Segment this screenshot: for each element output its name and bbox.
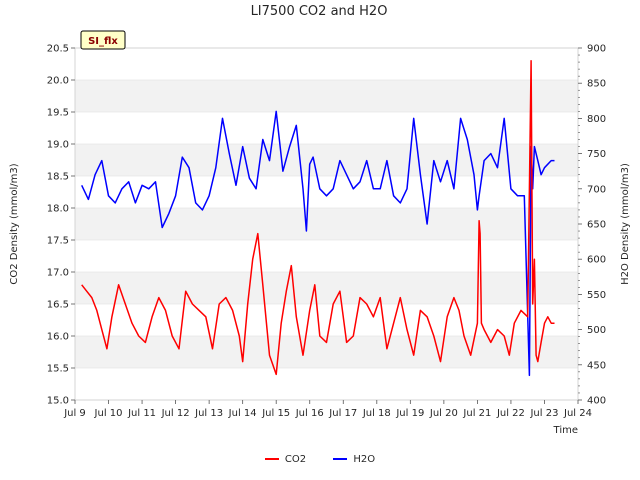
left-tick-label: 16.0 <box>47 332 69 343</box>
x-tick-label: Jul 18 <box>362 408 391 419</box>
series-line-co2 <box>81 60 555 376</box>
chart-title: LI7500 CO2 and H2O <box>251 4 388 19</box>
band <box>75 272 578 304</box>
x-tick-label: Jul 14 <box>228 408 257 419</box>
right-y-axis: 400 450 500 550 600 650 700 750 800 850 900 <box>578 44 606 407</box>
right-tick-label: 400 <box>587 396 606 407</box>
right-tick-label: 500 <box>587 325 606 336</box>
left-tick-label: 17.0 <box>47 268 69 279</box>
x-tick-label: Jul 9 <box>63 408 86 419</box>
x-tick-label: Jul 19 <box>395 408 424 419</box>
right-tick-label: 550 <box>587 290 606 301</box>
legend-swatch-co2 <box>264 458 279 460</box>
left-tick-label: 18.0 <box>47 204 69 215</box>
right-tick-label: 750 <box>587 149 606 160</box>
left-tick-label: 20.5 <box>47 44 69 55</box>
legend-swatch-h2o <box>333 458 348 460</box>
left-tick-label: 19.5 <box>47 108 69 119</box>
right-tick-label: 650 <box>587 220 606 231</box>
right-y-axis-label: H2O Density (mmol/m3) <box>620 163 631 285</box>
x-tick-label: Jul 21 <box>462 408 491 419</box>
band <box>75 144 578 176</box>
x-tick-label: Jul 15 <box>261 408 290 419</box>
left-y-axis-label: CO2 Density (mmol/m3) <box>9 163 20 284</box>
right-tick-label: 700 <box>587 184 606 195</box>
x-tick-label: Jul 16 <box>295 408 324 419</box>
left-tick-label: 16.5 <box>47 300 69 311</box>
band <box>75 80 578 112</box>
x-tick-label: Jul 11 <box>127 408 156 419</box>
legend-item-h2o: H2O <box>333 454 375 465</box>
x-tick-label: Jul 12 <box>161 408 190 419</box>
x-tick-label: Jul 10 <box>94 408 123 419</box>
band <box>75 208 578 240</box>
right-tick-label: 800 <box>587 114 606 125</box>
x-tick-label: Jul 17 <box>328 408 357 419</box>
x-axis-label: Time <box>553 425 578 436</box>
legend-label-h2o: H2O <box>353 453 376 465</box>
right-tick-label: 850 <box>587 79 606 90</box>
x-tick-label: Jul 22 <box>496 408 525 419</box>
left-y-axis: 15.0 15.5 16.0 16.5 17.0 17.5 18.0 18.5 19.0 19.5… <box>47 44 75 407</box>
x-tick-label: Jul 23 <box>529 408 558 419</box>
left-tick-label: 18.5 <box>47 172 69 183</box>
right-tick-label: 900 <box>587 44 606 55</box>
x-tick-label: Jul 13 <box>194 408 223 419</box>
x-tick-label: Jul 20 <box>429 408 458 419</box>
left-tick-label: 20.0 <box>47 76 69 87</box>
legend-item-co2: CO2 <box>264 453 307 465</box>
site-badge: SI_flx <box>80 30 126 50</box>
legend: CO2 H2O <box>0 452 640 465</box>
legend-label-co2: CO2 <box>284 453 307 465</box>
x-tick-label: Jul 24 <box>563 408 592 419</box>
series-group <box>81 60 555 377</box>
left-tick-label: 15.0 <box>47 396 69 407</box>
right-tick-label: 450 <box>587 360 606 371</box>
plot-bands <box>75 80 578 368</box>
right-tick-label: 600 <box>587 255 606 266</box>
series-line-h2o <box>81 110 555 377</box>
x-axis: Jul 9 Jul 10 Jul 11 Jul 12 Jul 13 Jul 14 Jul 1… <box>63 400 592 419</box>
left-tick-label: 19.0 <box>47 140 69 151</box>
site-badge-label: SI_flx <box>88 36 118 47</box>
left-tick-label: 15.5 <box>47 364 69 375</box>
left-tick-label: 17.5 <box>47 236 69 247</box>
